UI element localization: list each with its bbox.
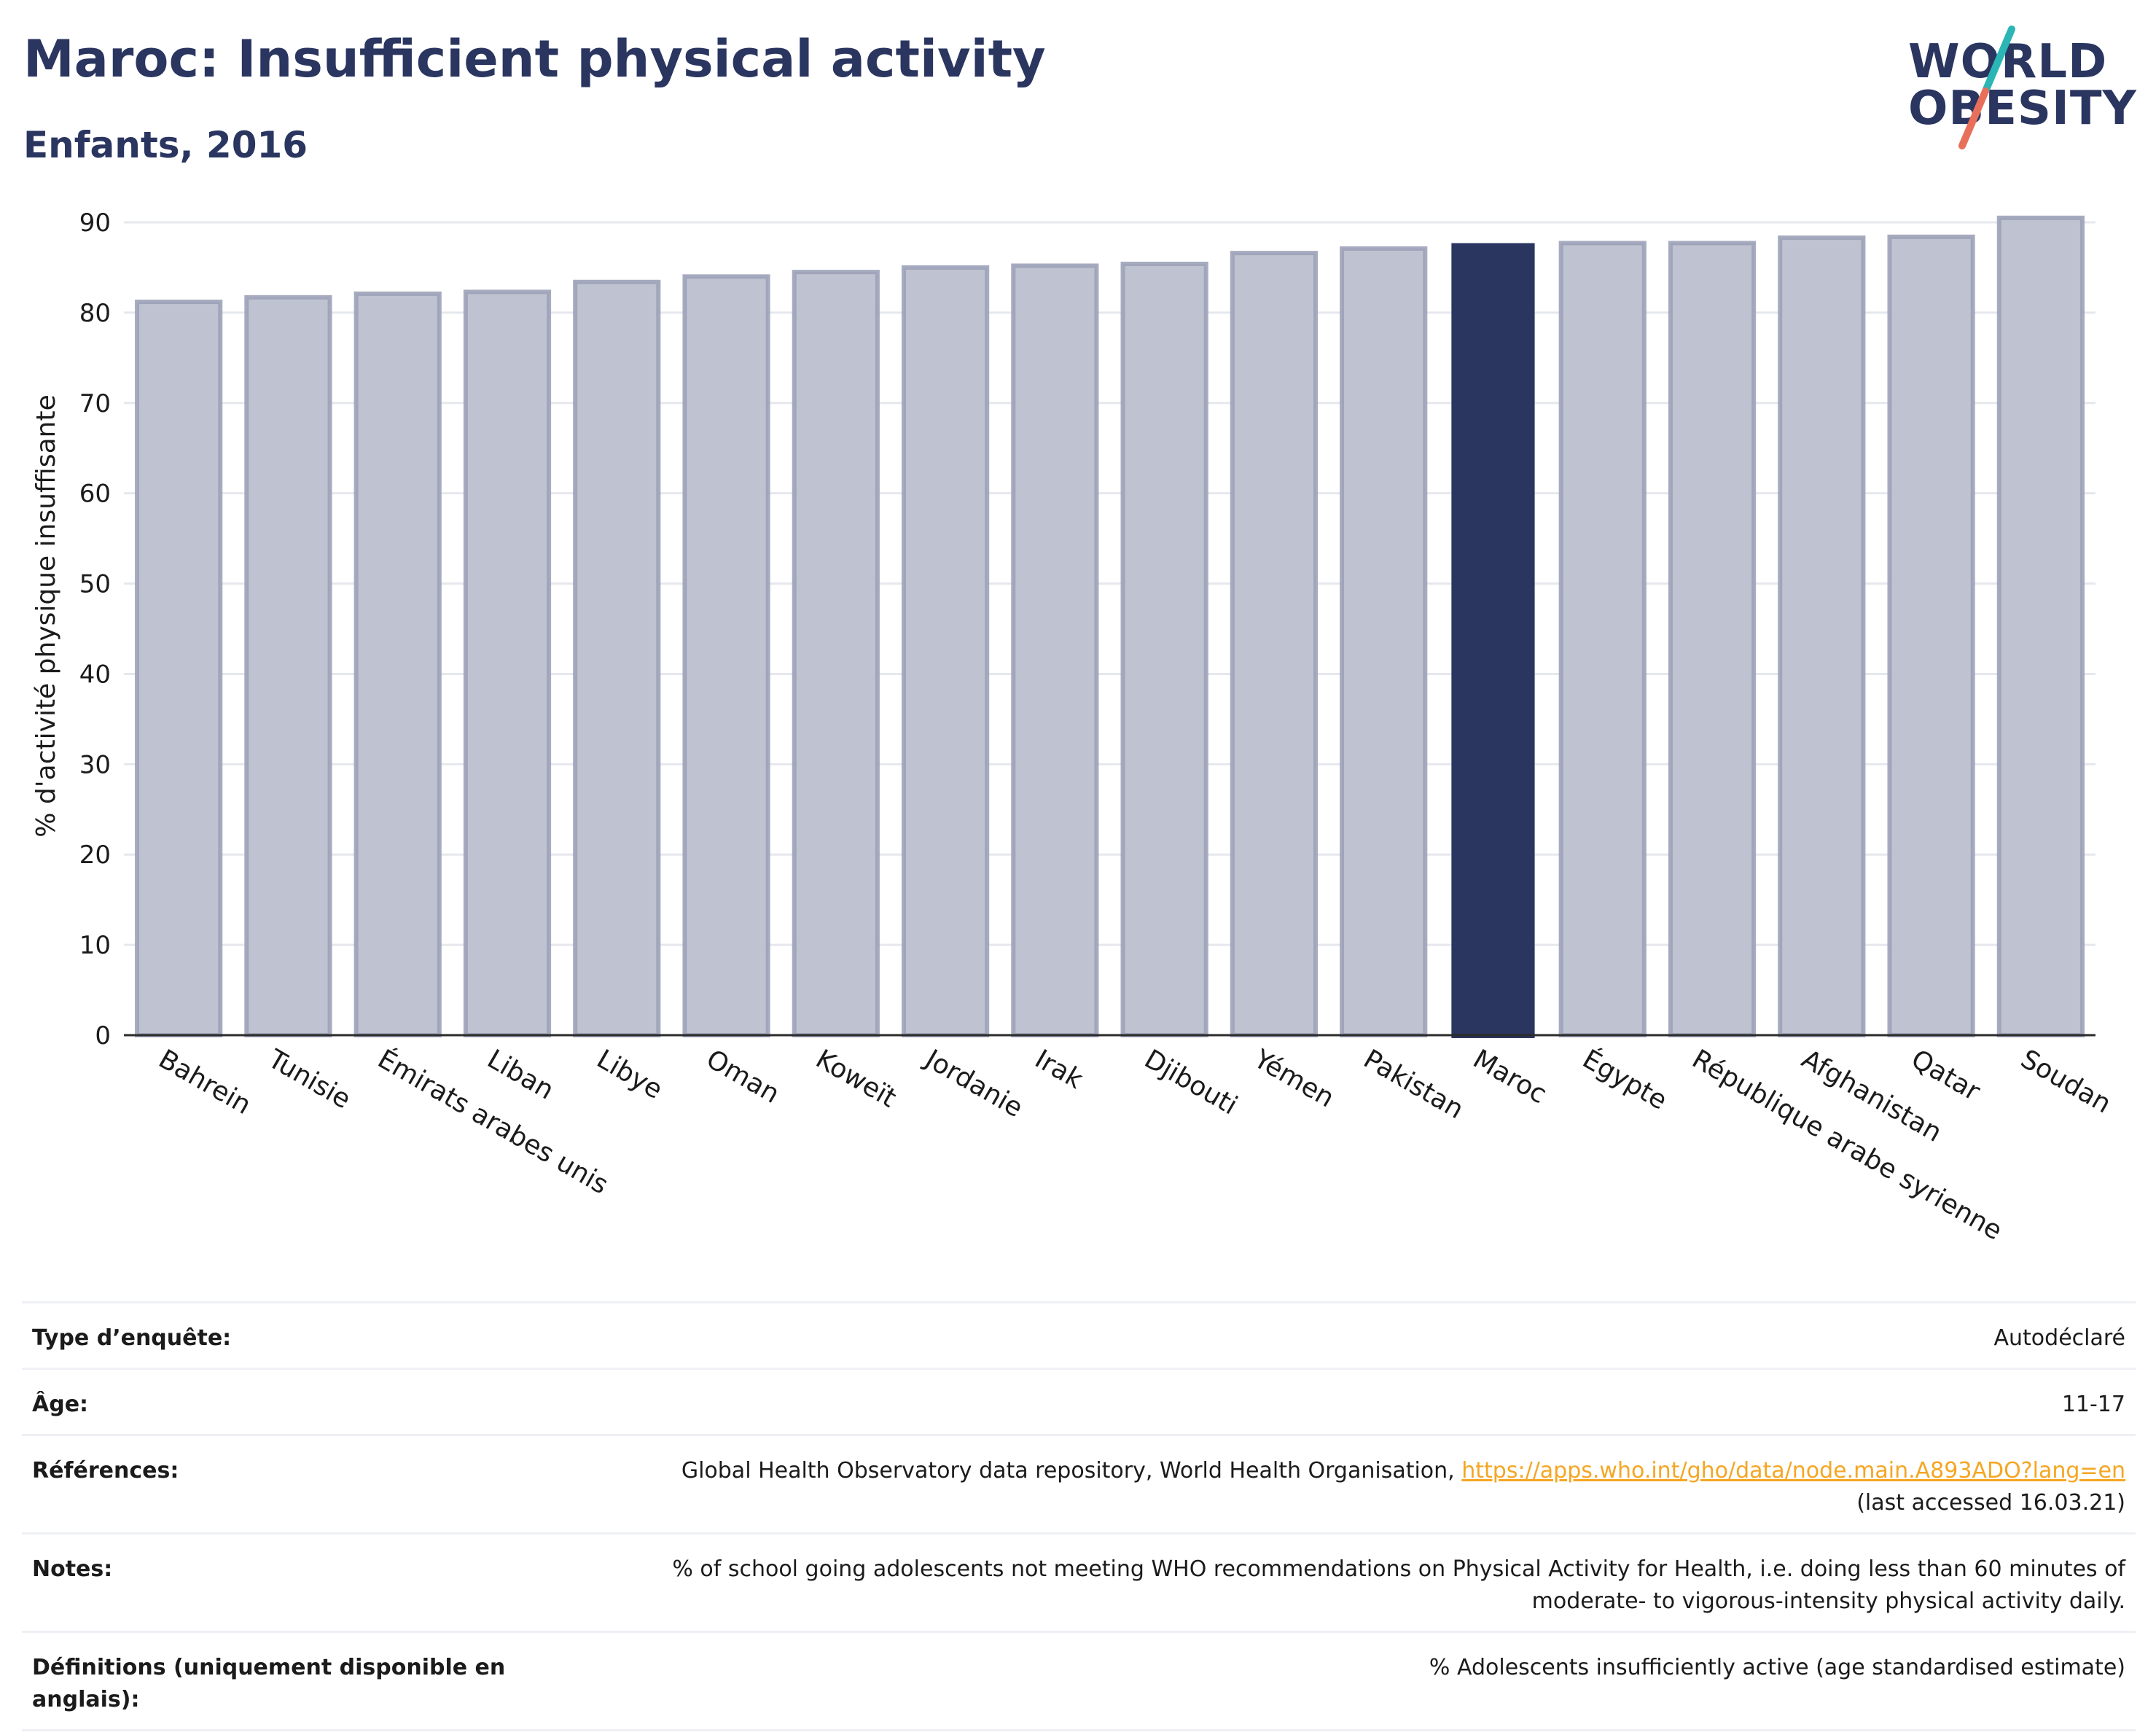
- y-tick-label: 60: [79, 480, 111, 509]
- y-tick-label: 0: [95, 1021, 111, 1050]
- x-tick-label: Libye: [592, 1044, 668, 1105]
- chart-title: Maroc: Insufficient physical activity: [23, 29, 1046, 89]
- reference-text: Global Health Observatory data repositor…: [681, 1458, 1455, 1483]
- meta-value: % Adolescents insufficiently active (age…: [1429, 1655, 2125, 1680]
- bar-bahrein[interactable]: [135, 300, 223, 1037]
- meta-label: Notes:: [32, 1556, 113, 1582]
- x-tick-label: Soudan: [2015, 1044, 2116, 1119]
- y-tick-label: 30: [79, 750, 111, 779]
- meta-row-references: Références: Global Health Observatory da…: [22, 1434, 2136, 1532]
- x-tick-label: Oman: [701, 1044, 784, 1110]
- x-tick-label: Maroc: [1468, 1044, 1552, 1110]
- bar-jordanie[interactable]: [901, 265, 990, 1037]
- meta-label: Âge:: [32, 1392, 89, 1417]
- x-tick-label: Bahrein: [154, 1044, 256, 1120]
- y-tick-label: 80: [79, 299, 111, 328]
- x-tick-label: Yémen: [1249, 1044, 1340, 1114]
- y-tick-label: 50: [79, 570, 111, 599]
- meta-row-survey-type: Type d’enquête: Autodéclaré: [22, 1301, 2136, 1368]
- meta-value: 11-17: [2061, 1392, 2125, 1417]
- y-axis-label: % d'activité physique insuffisante: [31, 394, 61, 837]
- bar-y-men[interactable]: [1230, 251, 1319, 1038]
- world-obesity-logo: WORLD OBESITY: [1895, 22, 2143, 160]
- x-tick-label: Pakistan: [1359, 1044, 1469, 1125]
- y-tick-label: 70: [79, 389, 111, 418]
- meta-value: % of school going adolescents not meetin…: [672, 1556, 2125, 1614]
- x-tick-label: Égypte: [1577, 1043, 1672, 1115]
- bar-libye[interactable]: [573, 279, 661, 1037]
- bar-tunisie[interactable]: [244, 295, 332, 1038]
- x-tick-label: Djibouti: [1139, 1044, 1242, 1120]
- y-tick-label: 40: [79, 660, 111, 689]
- y-tick-label: 20: [79, 841, 111, 870]
- bar--gypte[interactable]: [1558, 241, 1647, 1038]
- bar-afghanistan[interactable]: [1778, 235, 1866, 1037]
- bar-qatar[interactable]: [1887, 234, 1975, 1037]
- x-tick-label: Irak: [1030, 1044, 1088, 1095]
- bar-djibouti[interactable]: [1120, 261, 1208, 1037]
- meta-label: Références:: [32, 1458, 179, 1483]
- bars-layer: [135, 215, 2085, 1039]
- grid-layer: [124, 221, 2096, 946]
- bar-soudan[interactable]: [1996, 215, 2085, 1038]
- chart-subtitle: Enfants, 2016: [23, 124, 308, 166]
- bar--mirats-arabes-unis[interactable]: [354, 291, 442, 1038]
- x-tick-label: Jordanie: [919, 1043, 1028, 1123]
- bar-maroc[interactable]: [1451, 243, 1535, 1039]
- x-tick-label: Qatar: [1906, 1044, 1985, 1107]
- meta-label: Type d’enquête:: [32, 1325, 232, 1351]
- bar-r-publique-arabe-syrienne[interactable]: [1668, 241, 1757, 1038]
- x-tick-label: Tunisie: [262, 1044, 356, 1115]
- bar-kowe-t[interactable]: [792, 270, 880, 1037]
- metadata-table: Type d’enquête: Autodéclaré Âge: 11-17 R…: [22, 1301, 2136, 1731]
- y-tick-label: 10: [79, 931, 111, 960]
- bar-liban[interactable]: [463, 289, 552, 1037]
- x-tick-label: Koweït: [811, 1044, 901, 1113]
- meta-value-references: Global Health Observatory data repositor…: [558, 1455, 2125, 1519]
- meta-row-age: Âge: 11-17: [22, 1368, 2136, 1434]
- y-tick-label: 90: [79, 208, 111, 238]
- bar-pakistan[interactable]: [1340, 246, 1428, 1038]
- meta-row-definitions: Définitions (uniquement disponible en an…: [22, 1631, 2136, 1731]
- meta-row-notes: Notes: % of school going adolescents not…: [22, 1532, 2136, 1631]
- x-tick-label: Liban: [482, 1044, 558, 1105]
- reference-accessed: (last accessed 16.03.21): [1856, 1490, 2125, 1516]
- logo-line2: OBESITY: [1908, 82, 2137, 136]
- logo-slash-icon: [1958, 26, 2015, 149]
- bar-oman[interactable]: [682, 274, 770, 1037]
- meta-label: Définitions (uniquement disponible en an…: [32, 1655, 506, 1712]
- reference-link[interactable]: https://apps.who.int/gho/data/node.main.…: [1461, 1458, 2125, 1483]
- meta-value: Autodéclaré: [1993, 1325, 2126, 1351]
- bar-irak[interactable]: [1011, 263, 1099, 1037]
